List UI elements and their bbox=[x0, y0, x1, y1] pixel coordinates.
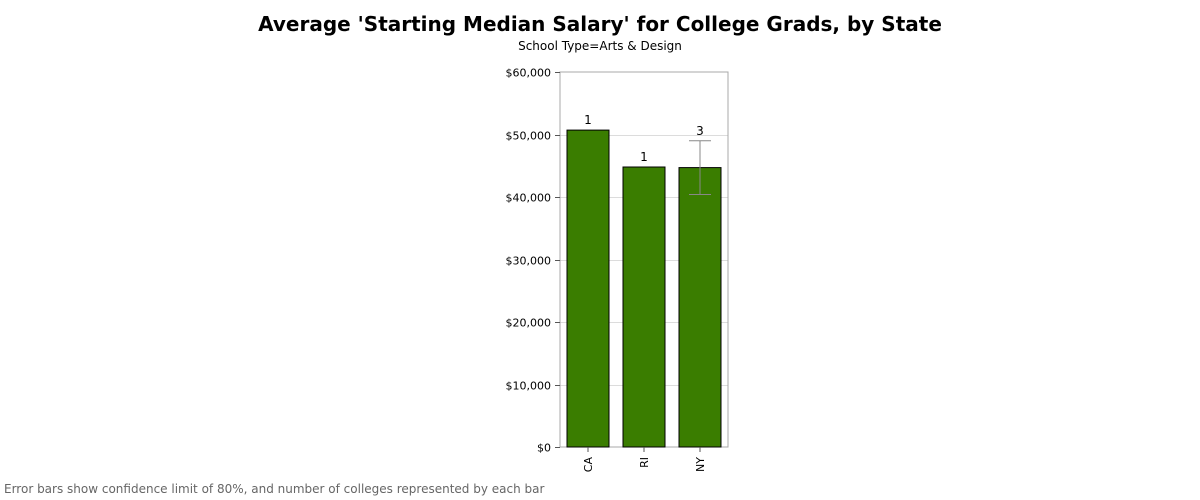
chart-subtitle: School Type=Arts & Design bbox=[518, 39, 682, 53]
x-tick-label: CA bbox=[582, 457, 595, 473]
y-tick-label: $30,000 bbox=[506, 255, 552, 268]
count-labels: 1 1 3 bbox=[584, 113, 704, 164]
bar-ny bbox=[678, 167, 722, 448]
x-tick-label: RI bbox=[638, 457, 651, 468]
y-tick-label: $10,000 bbox=[506, 380, 552, 393]
bar-ca bbox=[566, 129, 610, 448]
x-tick-label: NY bbox=[694, 457, 707, 472]
y-tick-label: $60,000 bbox=[506, 67, 552, 80]
y-tick-label: $20,000 bbox=[506, 317, 552, 330]
y-tick-label: $50,000 bbox=[506, 130, 552, 143]
chart-footnote: Error bars show confidence limit of 80%,… bbox=[4, 482, 545, 496]
chart-title: Average 'Starting Median Salary' for Col… bbox=[258, 12, 942, 36]
y-axis: $0 $10,000 $20,000 $30,000 $40,000 $50,000 $60… bbox=[506, 67, 560, 455]
bar-ri bbox=[622, 166, 666, 448]
error-bars bbox=[689, 140, 711, 195]
count-label-ri: 1 bbox=[640, 150, 648, 164]
y-tick-label: $0 bbox=[537, 442, 551, 455]
bars bbox=[566, 129, 722, 448]
x-axis: CA RI NY bbox=[582, 447, 707, 472]
count-label-ca: 1 bbox=[584, 113, 592, 127]
y-tick-label: $40,000 bbox=[506, 192, 552, 205]
count-label-ny: 3 bbox=[696, 124, 704, 138]
